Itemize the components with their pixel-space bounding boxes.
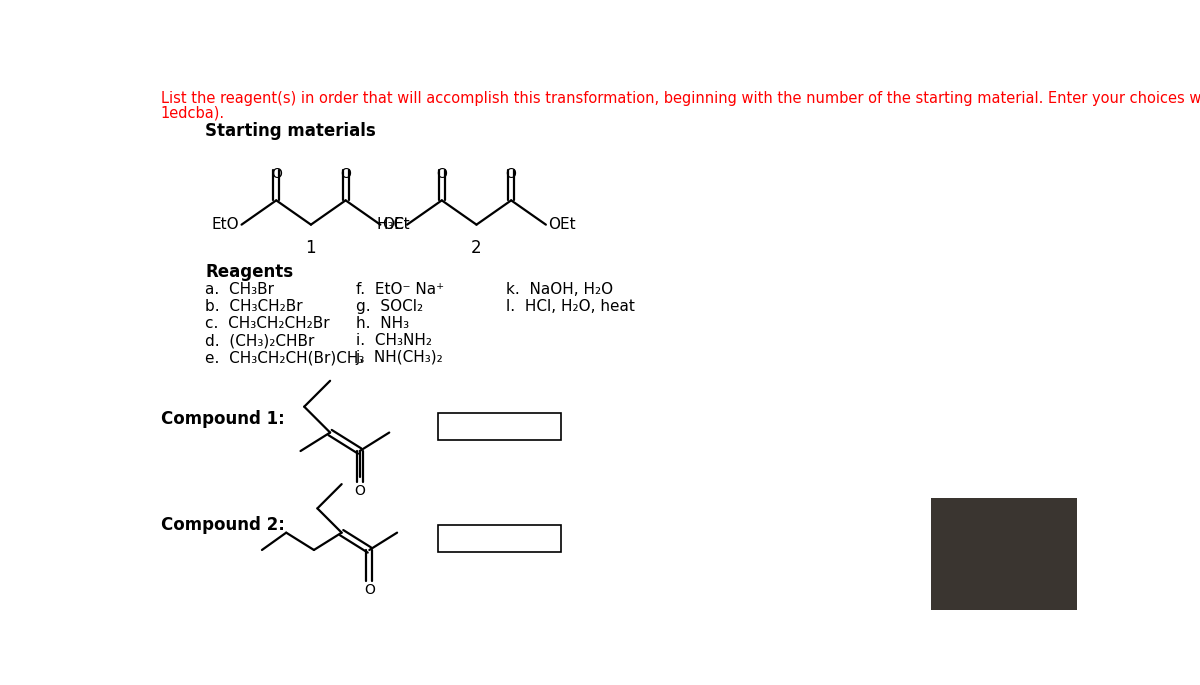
Text: Starting materials: Starting materials <box>205 122 376 140</box>
Text: d.  (CH₃)₂CHBr: d. (CH₃)₂CHBr <box>205 333 314 348</box>
Text: f.  EtO⁻ Na⁺: f. EtO⁻ Na⁺ <box>355 282 444 297</box>
Text: EtO: EtO <box>211 217 239 232</box>
Text: OEt: OEt <box>548 217 576 232</box>
Text: l.  HCl, H₂O, heat: l. HCl, H₂O, heat <box>505 299 635 314</box>
Bar <box>438 525 562 552</box>
Text: O: O <box>437 167 448 182</box>
Text: Reagents: Reagents <box>205 263 294 281</box>
Text: OEt: OEt <box>383 217 410 232</box>
Text: O: O <box>354 484 365 498</box>
Text: k.  NaOH, H₂O: k. NaOH, H₂O <box>505 282 613 297</box>
Text: j.  NH(CH₃)₂: j. NH(CH₃)₂ <box>355 350 443 365</box>
Text: H₃C: H₃C <box>377 217 404 232</box>
Text: h.  NH₃: h. NH₃ <box>355 316 409 332</box>
Text: c.  CH₃CH₂CH₂Br: c. CH₃CH₂CH₂Br <box>205 316 330 332</box>
Bar <box>931 498 1078 610</box>
Text: O: O <box>505 167 517 182</box>
Text: e.  CH₃CH₂CH(Br)CH₃: e. CH₃CH₂CH(Br)CH₃ <box>205 350 365 365</box>
Text: 1edcba).: 1edcba). <box>161 105 224 121</box>
Text: 1: 1 <box>306 238 317 256</box>
Text: b.  CH₃CH₂Br: b. CH₃CH₂Br <box>205 299 302 314</box>
Text: 2: 2 <box>472 238 481 256</box>
Text: a.  CH₃Br: a. CH₃Br <box>205 282 275 297</box>
Text: List the reagent(s) in order that will accomplish this transformation, beginning: List the reagent(s) in order that will a… <box>161 91 1200 106</box>
Text: g.  SOCl₂: g. SOCl₂ <box>355 299 422 314</box>
Text: Compound 2:: Compound 2: <box>161 516 284 534</box>
Text: O: O <box>364 583 374 597</box>
Text: O: O <box>271 167 282 182</box>
Bar <box>438 413 562 440</box>
Text: Compound 1:: Compound 1: <box>161 410 284 427</box>
Text: i.  CH₃NH₂: i. CH₃NH₂ <box>355 333 432 348</box>
Text: O: O <box>340 167 352 182</box>
